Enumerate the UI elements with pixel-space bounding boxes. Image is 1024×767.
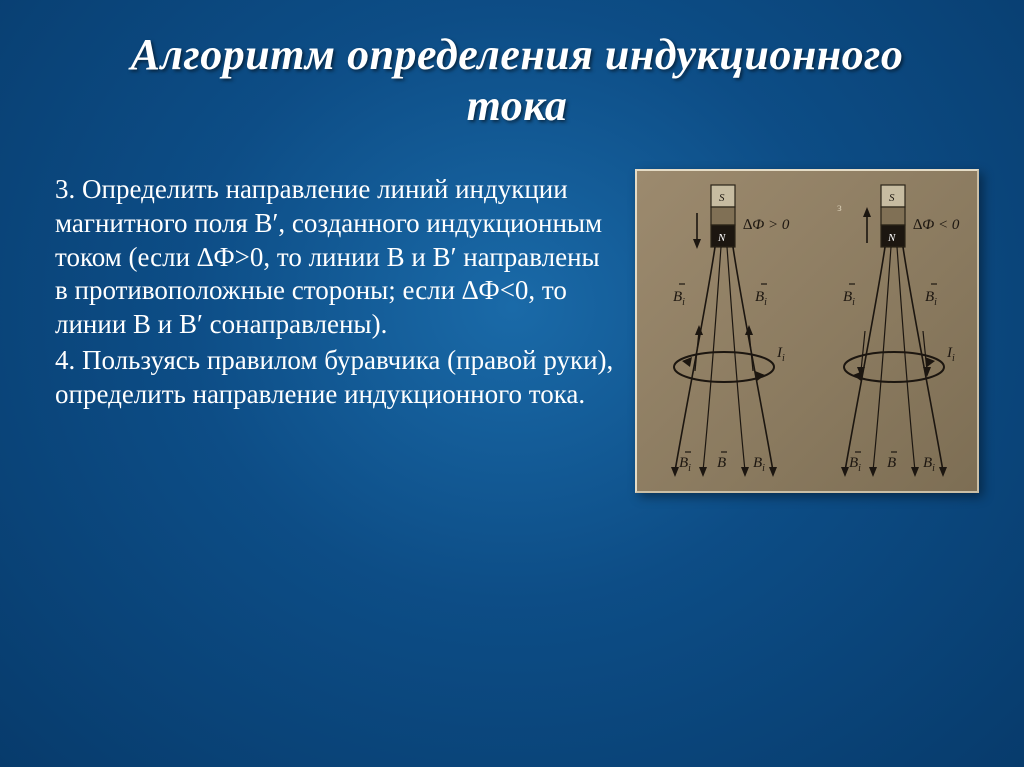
label-b-right: B <box>887 455 896 471</box>
magnet-n-right: N <box>887 232 896 244</box>
dphi-neg: ∆Ф < 0 <box>913 217 960 233</box>
content-row: 3. Определить направление линий индукции… <box>55 169 979 493</box>
magnet-s-left: S <box>719 192 725 204</box>
slide-title: Алгоритм определения индукционного тока <box>55 30 979 131</box>
magnet-s-right: S <box>889 192 895 204</box>
label-bi-right-top2: Bi <box>925 289 937 308</box>
magnet-right: S N <box>881 185 905 247</box>
label-bi-left-top2: Bi <box>755 289 767 308</box>
magnet-n-left: N <box>717 232 726 244</box>
label-bi-left-bottom: Bi <box>679 455 691 474</box>
faded-text: з <box>837 200 842 214</box>
label-bi-right-top: Bi <box>843 289 855 308</box>
label-bi-right-bottom2: Bi <box>923 455 935 474</box>
figure-diagram: з S N ∆Ф > 0 <box>635 169 979 493</box>
slide: Алгоритм определения индукционного тока … <box>0 0 1024 767</box>
title-line-2: тока <box>467 81 568 130</box>
label-i-left: Ii <box>776 345 785 364</box>
label-b-left: B <box>717 455 726 471</box>
label-bi-right-bottom: Bi <box>849 455 861 474</box>
label-i-right: Ii <box>946 345 955 364</box>
text-block: 3. Определить направление линий индукции… <box>55 169 615 413</box>
paragraph-4: 4. Пользуясь правилом буравчика (правой … <box>55 344 615 412</box>
title-line-1: Алгоритм определения индукционного <box>131 30 904 79</box>
label-bi-left-bottom2: Bi <box>753 455 765 474</box>
paragraph-3: 3. Определить направление линий индукции… <box>55 173 615 342</box>
magnet-left: S N <box>711 185 735 247</box>
label-bi-left-top: Bi <box>673 289 685 308</box>
dphi-pos: ∆Ф > 0 <box>743 217 790 233</box>
figure-svg: з S N ∆Ф > 0 <box>637 171 977 491</box>
